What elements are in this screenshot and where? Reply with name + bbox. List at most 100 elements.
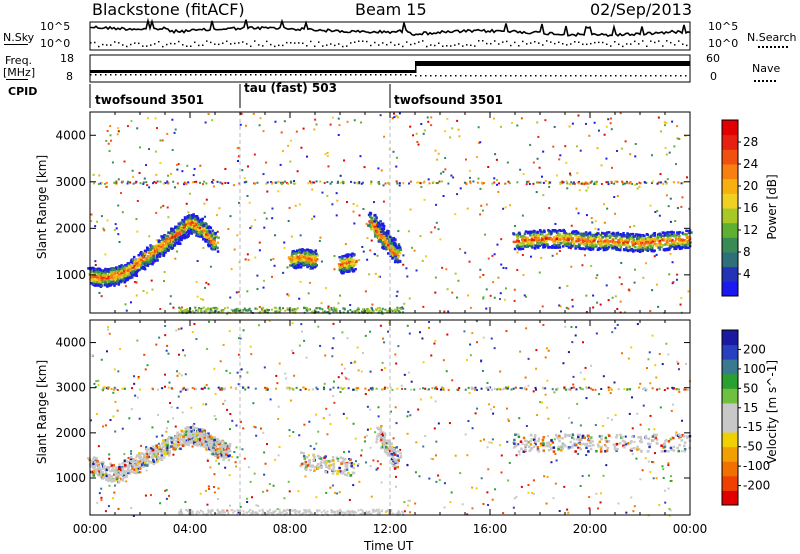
power-echo-pixel — [214, 245, 218, 249]
velocity-echo-pixel — [407, 410, 410, 413]
velocity-echo-pixel — [265, 387, 268, 390]
power-echo-pixel — [398, 184, 401, 187]
power-echo-pixel — [547, 182, 550, 185]
power-echo-pixel — [479, 141, 482, 144]
power-ground-pixel — [379, 308, 382, 311]
velocity-echo-pixel — [389, 410, 392, 413]
power-echo-pixel — [96, 267, 100, 271]
velocity-echo-pixel — [508, 461, 511, 464]
velocity-echo-pixel — [635, 457, 638, 460]
power-echo-pixel — [521, 247, 525, 251]
nave-dot — [515, 75, 517, 77]
velocity-echo-pixel — [175, 329, 178, 332]
velocity-echo-pixel — [563, 485, 566, 488]
power-echo-pixel — [387, 247, 391, 251]
power-echo-pixel — [416, 140, 419, 143]
power-ground-pixel — [293, 309, 296, 312]
power-echo-pixel — [671, 232, 674, 236]
velocity-echo-pixel — [136, 396, 139, 399]
power-echo-pixel — [135, 260, 138, 263]
power-echo-pixel — [580, 182, 583, 185]
power-echo-pixel — [571, 244, 574, 248]
power-echo-pixel — [631, 250, 635, 253]
power-ground-pixel — [237, 309, 240, 312]
power-echo-pixel — [99, 276, 103, 279]
velocity-echo-pixel — [332, 322, 335, 325]
power-echo-pixel — [326, 194, 329, 197]
power-echo-pixel — [485, 288, 488, 291]
velocity-echo-pixel — [284, 372, 287, 375]
power-echo-pixel — [217, 236, 220, 240]
power-echo-pixel — [161, 139, 164, 142]
power-echo-pixel — [632, 243, 635, 246]
nave-dot — [250, 74, 252, 76]
velocity-echo-pixel — [466, 454, 469, 457]
velocity-echo-pixel — [437, 422, 440, 425]
power-echo-pixel — [181, 306, 184, 309]
power-echo-pixel — [256, 181, 259, 184]
power-echo-pixel — [96, 284, 99, 287]
velocity-echo-pixel — [266, 443, 269, 446]
nave-dot — [420, 75, 422, 77]
power-echo-pixel — [163, 280, 166, 283]
velocity-echo-pixel — [384, 511, 387, 514]
power-echo-pixel — [310, 251, 313, 254]
power-echo-pixel — [115, 183, 118, 186]
power-echo-pixel — [186, 164, 189, 167]
power-echo-pixel — [385, 243, 388, 247]
power-echo-pixel — [199, 233, 202, 236]
power-echo-pixel — [667, 205, 670, 208]
power-echo-pixel — [212, 245, 215, 249]
nave-dot — [300, 74, 302, 76]
search-noise-dot — [550, 41, 552, 43]
power-ground-pixel — [332, 310, 335, 313]
search-noise-dot — [470, 44, 472, 47]
velocity-echo-pixel — [563, 386, 566, 389]
power-echo-pixel — [271, 275, 274, 278]
power-echo-pixel — [338, 266, 342, 270]
power-echo-pixel — [308, 253, 312, 257]
power-echo-pixel — [151, 288, 154, 291]
power-echo-pixel — [133, 267, 136, 271]
search-noise-dot — [94, 41, 96, 44]
power-echo-pixel — [143, 177, 146, 180]
power-ground-pixel — [327, 311, 330, 314]
power-echo-pixel — [118, 271, 121, 275]
power-echo-pixel — [210, 234, 214, 238]
power-echo-pixel — [138, 268, 141, 272]
power-echo-pixel — [131, 258, 135, 262]
velocity-echo-pixel — [547, 417, 550, 420]
power-echo-pixel — [395, 156, 398, 159]
velocity-echo-pixel — [383, 341, 386, 344]
search-noise-dot — [382, 42, 384, 44]
power-ground-pixel — [327, 307, 330, 310]
power-echo-pixel — [90, 270, 93, 274]
power-echo-pixel — [682, 239, 685, 243]
power-echo-pixel — [107, 270, 110, 273]
power-echo-pixel — [318, 239, 321, 242]
power-echo-pixel — [408, 297, 411, 300]
power-echo-pixel — [547, 232, 551, 235]
power-echo-pixel — [681, 231, 684, 235]
power-echo-pixel — [607, 231, 611, 234]
power-echo-pixel — [117, 273, 121, 276]
power-ground-pixel — [179, 308, 182, 311]
power-echo-pixel — [638, 233, 641, 237]
power-echo-pixel — [374, 225, 377, 228]
power-echo-pixel — [133, 280, 136, 283]
power-echo-pixel — [113, 272, 117, 275]
power-echo-pixel — [600, 182, 603, 185]
search-noise-dot — [486, 42, 488, 45]
search-noise-dot — [598, 41, 600, 44]
power-echo-pixel — [110, 276, 114, 279]
power-echo-pixel — [224, 167, 227, 170]
power-echo-pixel — [547, 246, 550, 249]
power-echo-pixel — [313, 265, 317, 269]
power-echo-pixel — [104, 277, 108, 280]
power-echo-pixel — [296, 255, 300, 259]
power-echo-pixel — [119, 192, 122, 195]
power-echo-pixel — [605, 232, 608, 236]
power-echo-pixel — [185, 225, 189, 229]
power-ground-pixel — [386, 311, 389, 314]
power-echo-pixel — [125, 265, 128, 268]
